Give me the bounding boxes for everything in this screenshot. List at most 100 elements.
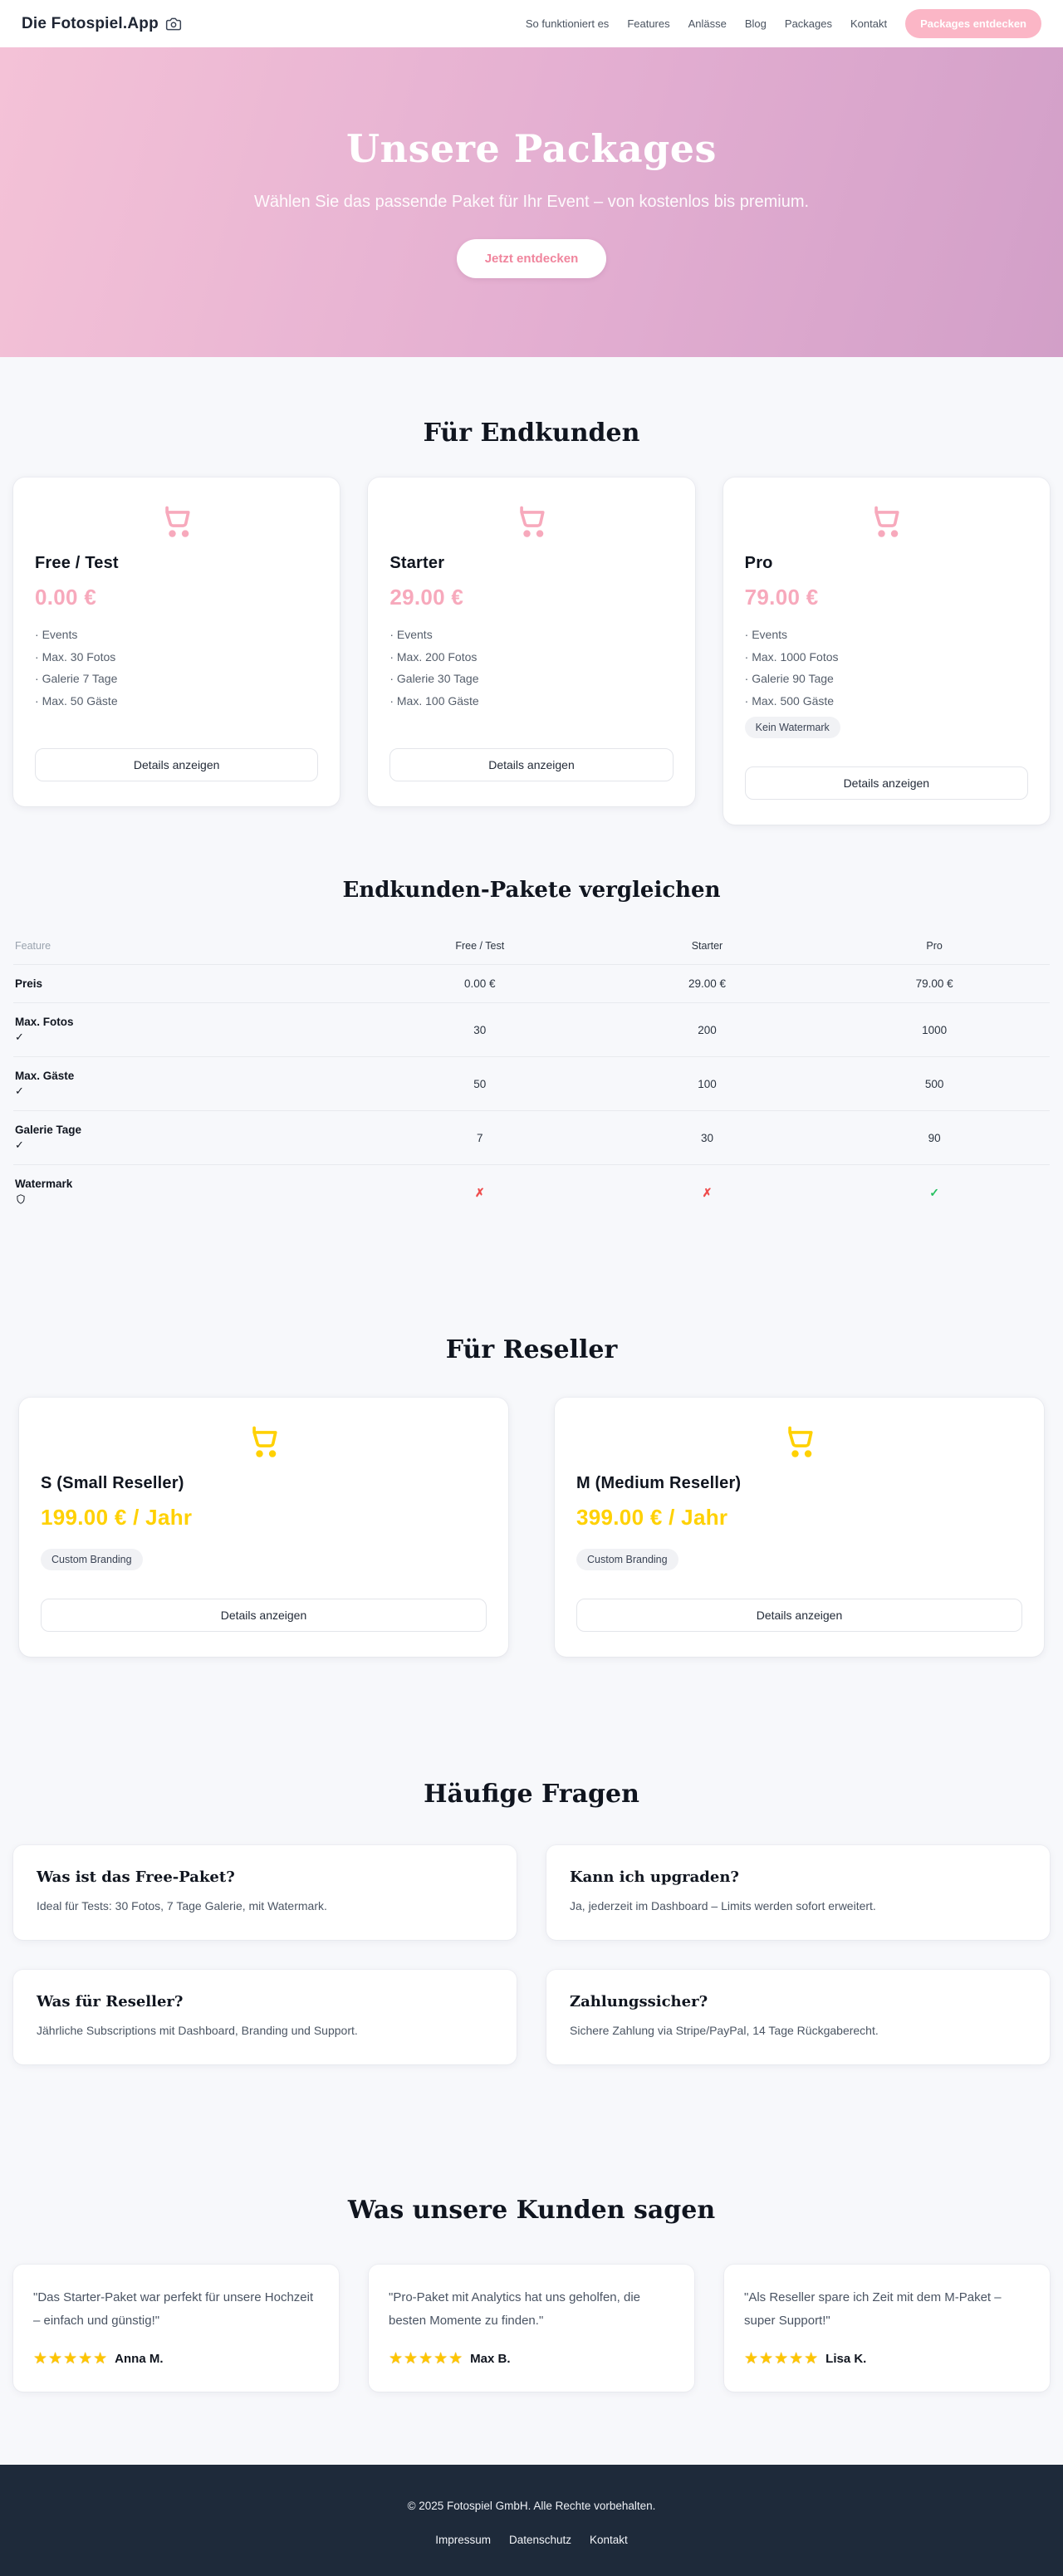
package-features: Events Max. 1000 Fotos Galerie 90 Tage M… [745, 624, 1028, 712]
testimonial-name: Max B. [470, 2351, 511, 2366]
feature-item: Max. 500 Gäste [745, 690, 1028, 713]
check-icon: ✓ [15, 1139, 24, 1152]
package-price: 0.00 € [35, 585, 97, 610]
faq-question: Was ist das Free-Paket? [37, 1868, 235, 1887]
nav-features[interactable]: Features [627, 17, 670, 30]
site-footer: © 2025 Fotospiel GmbH. Alle Rechte vorbe… [0, 2464, 1063, 2576]
hero-title: Unsere Packages [346, 126, 717, 171]
details-anzeigen-button[interactable]: Details anzeigen [744, 766, 1028, 801]
nav-anlaesse[interactable]: Anlässe [688, 17, 727, 30]
spacer [389, 715, 673, 748]
faq-question: Kann ich upgraden? [570, 1868, 739, 1887]
check-icon: ✓ [15, 1085, 24, 1098]
packages-entdecken-button[interactable]: Packages entdecken [905, 9, 1041, 38]
testimonial-quote: "Als Reseller spare ich Zeit mit dem M-P… [744, 2290, 1002, 2329]
site-header: Die Fotospiel.App So funktioniert es Fea… [0, 0, 1063, 47]
column-header-free: Free / Test [455, 940, 505, 953]
testimonial-card: "Das Starter-Paket war perfekt für unser… [13, 2265, 339, 2392]
check-mark-icon: ✓ [929, 1186, 939, 1200]
footer-link-impressum[interactable]: Impressum [435, 2533, 491, 2546]
shield-icon [15, 1193, 366, 1208]
logo-text: Die Fotospiel.App [22, 14, 159, 32]
testimonials-grid: "Das Starter-Paket war perfekt für unser… [13, 2265, 1050, 2392]
endkunden-section: Für Endkunden Free / Test 0.00 € Events … [0, 357, 1063, 825]
footer-links: Impressum Datenschutz Kontakt [0, 2534, 1063, 2546]
package-name: Starter [389, 554, 445, 572]
jetzt-entdecken-button[interactable]: Jetzt entdecken [456, 239, 607, 278]
testimonial-quote: "Das Starter-Paket war perfekt für unser… [33, 2290, 314, 2329]
x-mark-icon: ✗ [474, 1186, 485, 1200]
testimonials-section: Was unsere Kunden sagen "Das Starter-Pak… [0, 2064, 1063, 2465]
cell-value: 7 [477, 1131, 483, 1144]
cart-icon [159, 502, 195, 539]
testimonial-meta: ★★★★★ Max B. [389, 2349, 674, 2368]
endkunden-cards: Free / Test 0.00 € Events Max. 30 Fotos … [13, 477, 1050, 825]
feature-item: Events [389, 624, 673, 646]
testimonial-card: "Als Reseller spare ich Zeit mit dem M-P… [724, 2265, 1050, 2392]
details-anzeigen-button[interactable]: Details anzeigen [389, 748, 674, 781]
custom-branding-badge: Custom Branding [41, 1549, 143, 1571]
custom-branding-badge: Custom Branding [576, 1549, 678, 1571]
faq-section: Häufige Fragen Was ist das Free-Paket? I… [0, 1657, 1063, 2065]
package-name: Free / Test [35, 554, 119, 572]
faq-grid: Was ist das Free-Paket? Ideal für Tests:… [13, 1845, 1050, 2065]
nav-so-funktioniert-es[interactable]: So funktioniert es [525, 17, 610, 30]
faq-answer: Sichere Zahlung via Stripe/PayPal, 14 Ta… [570, 2024, 879, 2038]
column-header-feature: Feature [15, 940, 51, 953]
cell-value: 30 [473, 1023, 487, 1036]
testimonial-name: Anna M. [115, 2351, 164, 2366]
table-row-galerie-tage: Galerie Tage ✓ 7 30 90 [13, 1111, 1050, 1166]
spacer [576, 1570, 1022, 1599]
logo[interactable]: Die Fotospiel.App [22, 15, 182, 33]
hero-subtitle: Wählen Sie das passende Paket für Ihr Ev… [253, 193, 810, 211]
column-header-pro: Pro [926, 940, 943, 953]
table-row-preis: Preis 0.00 € 29.00 € 79.00 € [13, 965, 1050, 1004]
package-name: S (Small Reseller) [41, 1474, 184, 1493]
nav-packages[interactable]: Packages [784, 17, 832, 30]
feature-item: Max. 50 Gäste [35, 690, 318, 713]
nav-blog[interactable]: Blog [744, 17, 767, 30]
faq-answer: Ja, jederzeit im Dashboard – Limits werd… [570, 1899, 876, 1913]
table-header-row: Feature Free / Test Starter Pro [13, 928, 1050, 966]
feature-item: Max. 30 Fotos [35, 646, 318, 668]
testimonial-meta: ★★★★★ Lisa K. [744, 2349, 1030, 2368]
star-rating-icon: ★★★★★ [33, 2349, 109, 2368]
x-mark-icon: ✗ [702, 1186, 713, 1200]
testimonials-heading: Was unsere Kunden sagen [347, 2196, 716, 2226]
copyright-text: © 2025 Fotospiel GmbH. Alle Rechte vorbe… [407, 2499, 656, 2512]
table-row-watermark: Watermark ✗ ✗ ✓ [13, 1165, 1050, 1221]
comparison-section: Endkunden-Pakete vergleichen Feature Fre… [0, 825, 1063, 1221]
check-icon: ✓ [15, 1031, 24, 1044]
testimonial-meta: ★★★★★ Anna M. [33, 2349, 319, 2368]
footer-link-kontakt[interactable]: Kontakt [590, 2533, 628, 2546]
package-card-free: Free / Test 0.00 € Events Max. 30 Fotos … [13, 477, 340, 806]
faq-answer: Ideal für Tests: 30 Fotos, 7 Tage Galeri… [37, 1899, 327, 1913]
faq-card: Kann ich upgraden? Ja, jederzeit im Dash… [546, 1845, 1050, 1941]
feature-item: Max. 100 Gäste [389, 690, 673, 713]
package-card-pro: Pro 79.00 € Events Max. 1000 Fotos Galer… [723, 477, 1050, 825]
row-label: Max. Gäste ✓ [15, 1070, 366, 1098]
cell-value: 500 [924, 1077, 944, 1090]
nav-kontakt[interactable]: Kontakt [850, 17, 888, 30]
faq-card: Was ist das Free-Paket? Ideal für Tests:… [13, 1845, 517, 1941]
package-features: Events Max. 30 Fotos Galerie 7 Tage Max.… [35, 624, 318, 715]
row-label: Galerie Tage ✓ [15, 1124, 366, 1152]
package-name: Pro [744, 554, 773, 572]
spacer [41, 1570, 487, 1599]
feature-item: Galerie 90 Tage [745, 668, 1028, 690]
main-nav: So funktioniert es Features Anlässe Blog… [526, 9, 1041, 38]
feature-item: Max. 200 Fotos [389, 646, 673, 668]
cell-value: 200 [698, 1023, 717, 1036]
footer-link-datenschutz[interactable]: Datenschutz [508, 2533, 572, 2546]
package-card-small-reseller: S (Small Reseller) 199.00 € / Jahr Custo… [19, 1398, 508, 1658]
column-header-starter: Starter [691, 940, 723, 953]
row-label: Max. Fotos ✓ [15, 1016, 366, 1044]
details-anzeigen-button[interactable]: Details anzeigen [35, 748, 319, 781]
cart-icon [781, 1423, 818, 1459]
package-card-starter: Starter 29.00 € Events Max. 200 Fotos Ga… [368, 477, 695, 806]
cell-value: 50 [473, 1077, 487, 1090]
package-name: M (Medium Reseller) [576, 1474, 742, 1493]
details-anzeigen-button[interactable]: Details anzeigen [41, 1599, 487, 1633]
cell-value: 79.00 € [915, 977, 953, 991]
details-anzeigen-button[interactable]: Details anzeigen [576, 1599, 1022, 1633]
